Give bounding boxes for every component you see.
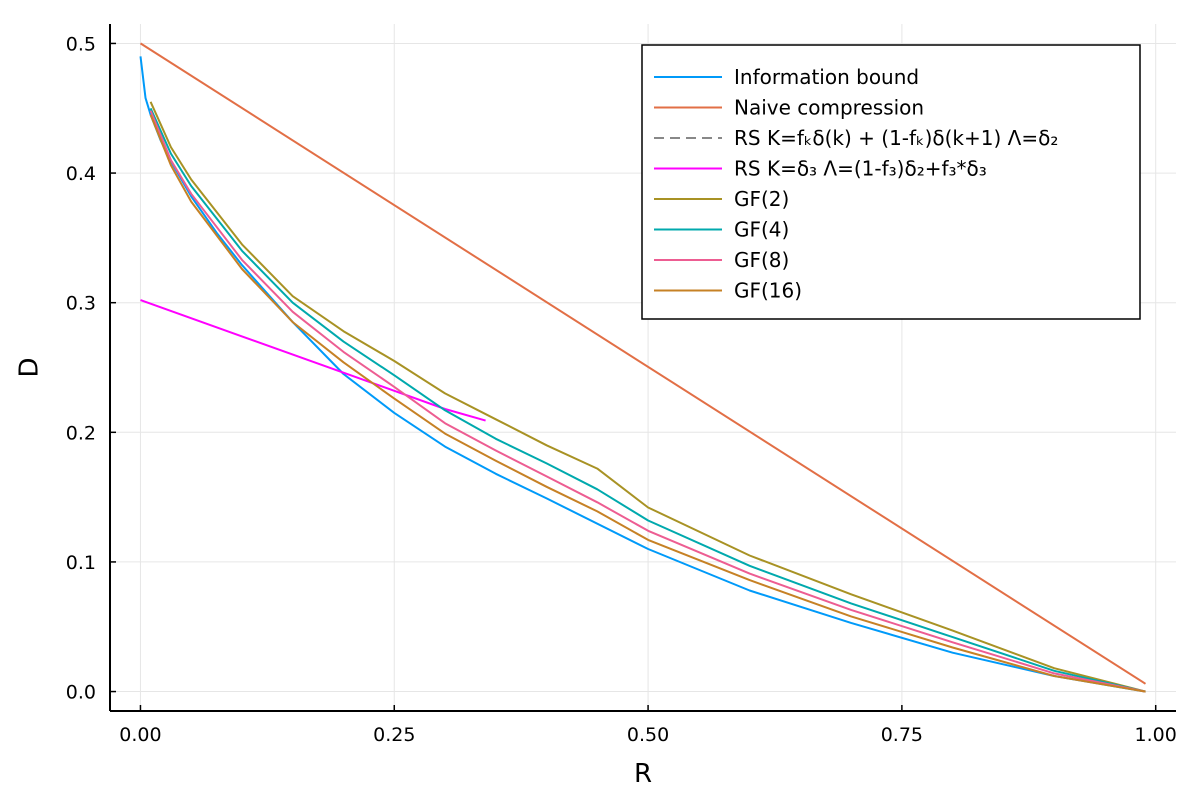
x-tick-label: 1.00 xyxy=(1135,724,1177,746)
axes xyxy=(109,24,1176,712)
y-axis-ticks: 0.0 0.1 0.2 0.3 0.4 0.5 xyxy=(66,33,116,704)
y-tick-label: 0.3 xyxy=(66,293,96,315)
y-tick-label: 0.4 xyxy=(66,163,96,185)
y-tick-label: 0.1 xyxy=(66,552,96,574)
x-tick-label: 0.75 xyxy=(881,724,923,746)
y-axis-label: D xyxy=(15,357,45,377)
legend-label-7: GF(16) xyxy=(734,279,802,303)
y-tick-label: 0.5 xyxy=(66,33,96,55)
legend-label-3: RS K=δ₃ Λ=(1-f₃)δ₂+f₃*δ₃ xyxy=(734,157,987,181)
x-axis-ticks: 0.00 0.25 0.50 0.75 1.00 xyxy=(119,705,1177,746)
legend-label-5: GF(4) xyxy=(734,218,789,242)
x-tick-label: 0.50 xyxy=(627,724,669,746)
legend-box xyxy=(641,44,1141,320)
series-line-6 xyxy=(149,110,1146,693)
series-line-4 xyxy=(149,101,1146,693)
series-line-1 xyxy=(139,42,1147,685)
legend-label-0: Information bound xyxy=(734,65,919,89)
x-tick-label: 0.25 xyxy=(373,724,415,746)
x-tick-label: 0.00 xyxy=(119,724,161,746)
legend-label-4: GF(2) xyxy=(734,187,789,211)
legend: Information bound Naive compression RS K=f… xyxy=(641,44,1141,320)
legend-label-2: RS K=fₖδ(k) + (1-fₖ)δ(k+1) Λ=δ₂ xyxy=(734,126,1058,150)
series-line-7 xyxy=(149,114,1146,693)
x-axis-label: R xyxy=(634,759,652,789)
series-line-3 xyxy=(140,299,486,422)
y-tick-label: 0.2 xyxy=(66,422,96,444)
series-lines xyxy=(139,42,1147,693)
y-tick-label: 0.0 xyxy=(66,682,96,704)
series-line-5 xyxy=(149,107,1146,693)
legend-label-1: Naive compression xyxy=(734,96,924,120)
legend-label-6: GF(8) xyxy=(734,248,789,272)
